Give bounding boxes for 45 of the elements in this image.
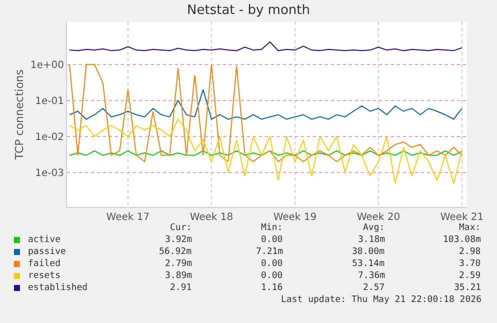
text: 2.91 xyxy=(170,283,192,293)
text: 103.08m xyxy=(443,235,481,245)
text: Last update: Thu May 21 22:00:18 2026 xyxy=(281,295,482,305)
text: 3.70 xyxy=(459,259,481,269)
y-tick-label: 1e-03 xyxy=(35,168,64,179)
y-tick-label: 1e-01 xyxy=(35,96,64,107)
y-axis-title: TCP connections xyxy=(13,69,26,161)
text: 3.18m xyxy=(358,235,386,245)
text: Min: xyxy=(261,223,283,233)
text: 0.00 xyxy=(261,259,283,269)
text: 2.79m xyxy=(165,259,192,269)
legend-label: failed xyxy=(28,259,61,269)
x-tick-label: Week 21 xyxy=(440,212,484,223)
text: 7.36m xyxy=(358,271,386,281)
legend-label: established xyxy=(28,283,88,293)
text: 0.00 xyxy=(261,271,283,281)
chart-title: Netstat - by month xyxy=(187,3,310,18)
text: 0.00 xyxy=(261,235,283,245)
text: 3.89m xyxy=(165,271,192,281)
text: 7.21m xyxy=(256,247,284,257)
text: Max: xyxy=(459,223,481,233)
line-series xyxy=(69,41,462,52)
y-tick-label: 1e+00 xyxy=(30,60,64,71)
x-tick-label: Week 19 xyxy=(273,212,317,223)
text: 2.57 xyxy=(363,283,385,293)
text: 2.98 xyxy=(459,247,481,257)
text: 53.14m xyxy=(352,259,385,269)
line-series xyxy=(69,64,462,162)
line-series xyxy=(69,118,462,184)
x-tick-label: Week 18 xyxy=(190,212,234,223)
legend-label: active xyxy=(28,235,61,245)
x-tick-label: Week 17 xyxy=(106,212,150,223)
text: Avg: xyxy=(363,223,385,233)
line-series xyxy=(69,89,462,120)
text: 35.21 xyxy=(454,283,482,293)
legend-label: resets xyxy=(28,271,61,281)
text: 2.59 xyxy=(459,271,481,281)
text: 3.92m xyxy=(165,235,192,245)
legend-label: passive xyxy=(28,247,66,257)
text: Cur: xyxy=(170,223,192,233)
text: 1.16 xyxy=(261,283,283,293)
text: 38.00m xyxy=(352,247,385,257)
y-tick-label: 1e-02 xyxy=(35,132,64,143)
x-tick-label: Week 20 xyxy=(356,212,400,223)
text: 56.92m xyxy=(159,247,192,257)
